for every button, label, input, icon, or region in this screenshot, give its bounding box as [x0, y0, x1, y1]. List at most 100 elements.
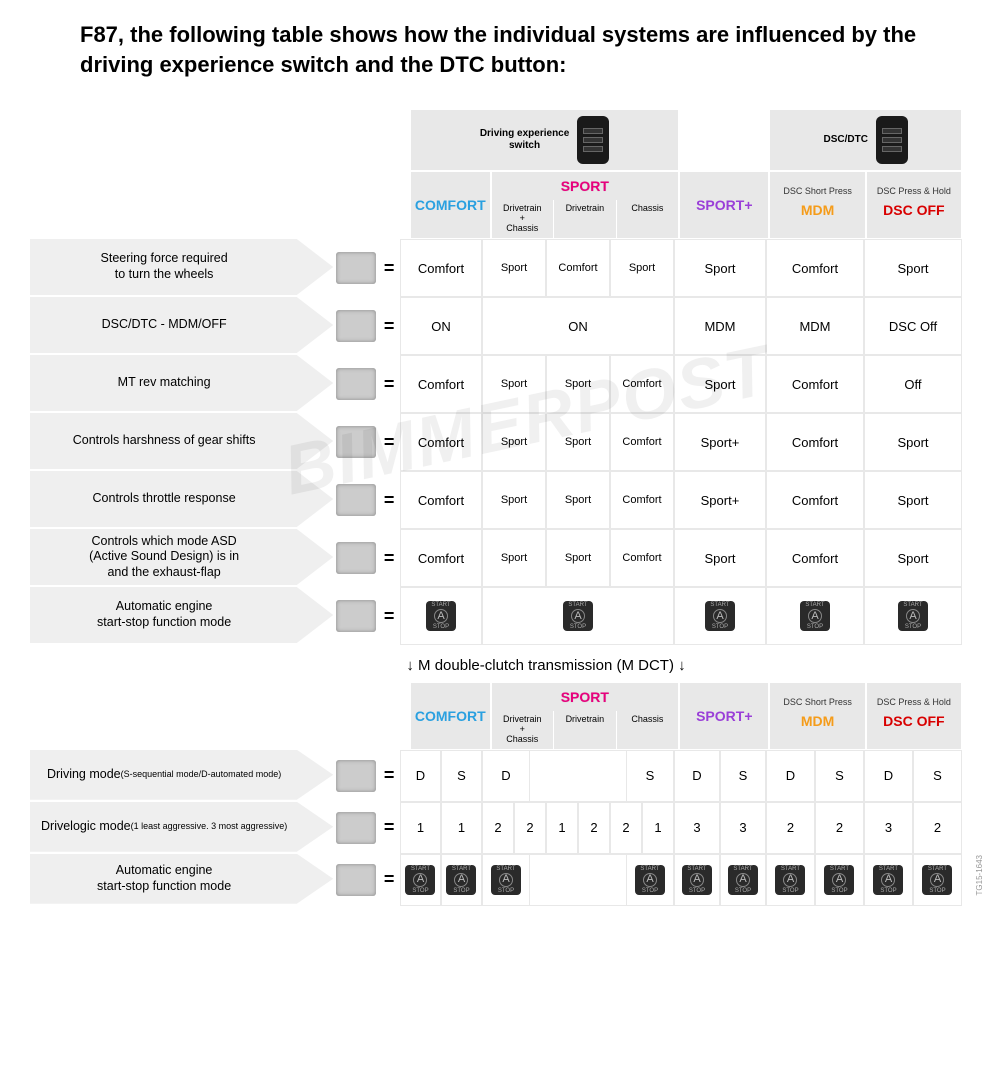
col-header: COMFORT: [410, 682, 491, 750]
component-icon: [333, 529, 378, 587]
table-cell: Comfort: [400, 529, 482, 587]
start-stop-icon: STARTASTOP: [775, 865, 805, 895]
component-icon: [333, 413, 378, 471]
table-cell: 3: [720, 802, 766, 854]
row-cells: ComfortSportSportComfortSportComfortOff: [400, 355, 962, 413]
table-cell: ON: [482, 297, 674, 355]
table-row: Automatic engine start-stop function mod…: [30, 854, 962, 906]
table-cell: MDM: [674, 297, 766, 355]
table-cell: 1: [642, 802, 674, 854]
dct-divider: ↓ M double-clutch transmission (M DCT) ↓: [130, 645, 962, 682]
column-headers-bottom: COMFORTSPORTDrivetrain + ChassisDrivetra…: [410, 682, 962, 750]
start-stop-icon: STARTASTOP: [563, 601, 593, 631]
table-cell: Sport: [674, 529, 766, 587]
row-label: Automatic engine start-stop function mod…: [30, 587, 333, 643]
table-cell: 2: [766, 802, 815, 854]
top-header-bar: Driving experience switch DSC/DTC: [410, 109, 962, 171]
component-icon: [333, 854, 378, 906]
table-cell: STARTASTOP: [674, 587, 766, 645]
col-header: DSC Short PressMDM: [769, 171, 865, 239]
table-top: Steering force required to turn the whee…: [30, 239, 962, 645]
component-icon: [333, 587, 378, 645]
dsc-dtc-label: DSC/DTC: [824, 134, 868, 146]
table-cell: 2: [578, 802, 610, 854]
component-icon: [333, 239, 378, 297]
table-cell: 1: [400, 802, 441, 854]
start-stop-icon: STARTASTOP: [922, 865, 952, 895]
table-cell: Sport: [482, 471, 546, 529]
table-cell: Sport: [546, 355, 610, 413]
equals-sign: =: [378, 297, 400, 355]
table-cell: Off: [864, 355, 962, 413]
row-label: Driving mode(S-sequential mode/D-automat…: [30, 750, 333, 800]
col-header: SPORTDrivetrain + ChassisDrivetrainChass…: [491, 682, 680, 750]
table-cell: S: [626, 750, 674, 802]
dsc-button-icon: [876, 116, 908, 164]
start-stop-icon: STARTASTOP: [426, 601, 456, 631]
table-cell: Sport: [864, 529, 962, 587]
row-cells: STARTASTOP STARTASTOP STARTASTOP STARTASTOP…: [400, 854, 962, 906]
table-cell: 2: [815, 802, 864, 854]
table-cell: D: [674, 750, 720, 802]
table-cell: [530, 750, 578, 802]
source-note: TG15-1643: [975, 855, 984, 895]
table-cell: S: [720, 750, 766, 802]
table-cell: D: [864, 750, 913, 802]
table-cell: 3: [674, 802, 720, 854]
row-cells: STARTASTOP STARTASTOP STARTASTOP STARTASTOP…: [400, 587, 962, 645]
table-cell: STARTASTOP: [864, 854, 913, 906]
start-stop-icon: STARTASTOP: [405, 865, 435, 895]
table-cell: Comfort: [766, 355, 864, 413]
start-stop-icon: STARTASTOP: [682, 865, 712, 895]
row-label: Drivelogic mode(1 least aggressive. 3 mo…: [30, 802, 333, 852]
table-cell: Comfort: [610, 471, 674, 529]
start-stop-icon: STARTASTOP: [898, 601, 928, 631]
driving-exp-switch-label: Driving experience switch: [480, 128, 569, 152]
table-cell: S: [913, 750, 962, 802]
row-label: Automatic engine start-stop function mod…: [30, 854, 333, 904]
table-row: MT rev matching=ComfortSportSportComfort…: [30, 355, 962, 413]
table-cell: Comfort: [766, 239, 864, 297]
topbar-spacer: [679, 109, 769, 171]
table-cell: Sport: [482, 529, 546, 587]
equals-sign: =: [378, 471, 400, 529]
table-bottom: Driving mode(S-sequential mode/D-automat…: [30, 750, 962, 906]
start-stop-icon: STARTASTOP: [728, 865, 758, 895]
row-label: Steering force required to turn the whee…: [30, 239, 333, 295]
column-headers-top: COMFORTSPORTDrivetrain + ChassisDrivetra…: [410, 171, 962, 239]
table-cell: STARTASTOP: [913, 854, 962, 906]
table-cell: Sport+: [674, 471, 766, 529]
table-cell: Comfort: [400, 239, 482, 297]
table-cell: STARTASTOP: [766, 854, 815, 906]
row-cells: ComfortSportSportComfortSport+ComfortSpo…: [400, 471, 962, 529]
table-row: Controls harshness of gear shifts=Comfor…: [30, 413, 962, 471]
start-stop-icon: STARTASTOP: [873, 865, 903, 895]
table-cell: [578, 750, 626, 802]
table-cell: D: [400, 750, 441, 802]
row-label: MT rev matching: [30, 355, 333, 411]
equals-sign: =: [378, 529, 400, 587]
start-stop-icon: STARTASTOP: [824, 865, 854, 895]
table-row: DSC/DTC - MDM/OFF=ONONMDMMDMDSC Off: [30, 297, 962, 355]
table-row: Controls throttle response=ComfortSportS…: [30, 471, 962, 529]
equals-sign: =: [378, 239, 400, 297]
mode-switch-icon: [577, 116, 609, 164]
table-cell: D: [766, 750, 815, 802]
table-cell: Comfort: [400, 355, 482, 413]
table-cell: Sport: [482, 239, 546, 297]
table-cell: STARTASTOP: [674, 854, 720, 906]
table-cell: 2: [610, 802, 642, 854]
table-cell: STARTASTOP: [815, 854, 864, 906]
col-header: DSC Short PressMDM: [769, 682, 865, 750]
table-row: Drivelogic mode(1 least aggressive. 3 mo…: [30, 802, 962, 854]
table-cell: Sport: [864, 471, 962, 529]
table-cell: 1: [546, 802, 578, 854]
table-cell: Sport: [546, 529, 610, 587]
col-header: SPORT+: [679, 171, 769, 239]
table-cell: Sport: [674, 355, 766, 413]
table-cell: Sport: [610, 239, 674, 297]
row-cells: ComfortSportSportComfortSportComfortSpor…: [400, 529, 962, 587]
col-header: DSC Press & HoldDSC OFF: [866, 171, 962, 239]
table-cell: 3: [864, 802, 913, 854]
table-cell: Comfort: [766, 471, 864, 529]
